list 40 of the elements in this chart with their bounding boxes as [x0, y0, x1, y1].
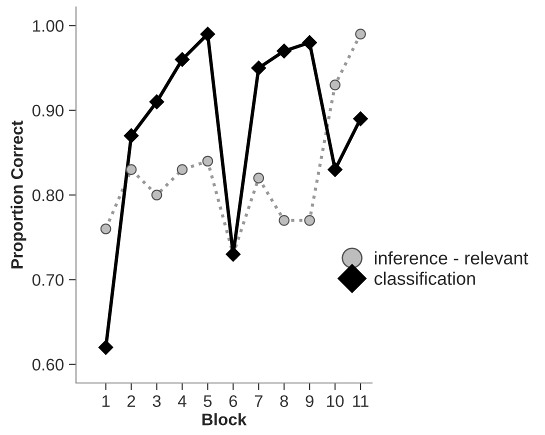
legend-label: inference - relevant	[374, 251, 528, 265]
legend-label: classification	[374, 272, 475, 285]
point	[100, 223, 112, 234]
y-tick-label: 1.00	[33, 20, 64, 32]
x-tick-label: 9	[306, 395, 314, 408]
x-tick-label: 10	[327, 395, 344, 408]
point	[330, 79, 340, 90]
point	[176, 164, 188, 176]
point	[304, 214, 316, 226]
x-tick-label: 4	[178, 395, 186, 407]
point	[151, 190, 162, 200]
point	[302, 35, 318, 50]
x-tick-label: 11	[353, 395, 368, 407]
point	[353, 111, 368, 126]
point	[124, 128, 139, 144]
point	[278, 214, 290, 226]
y-tick-label: 0.90	[32, 104, 64, 117]
point	[174, 52, 190, 67]
point	[202, 156, 214, 167]
x-tick-label: 6	[229, 395, 238, 408]
y-tick-label: 0.60	[32, 358, 64, 371]
point	[328, 162, 342, 178]
point	[149, 94, 164, 110]
point	[253, 172, 264, 184]
y-tick-label: 0.70	[32, 274, 64, 286]
point	[200, 26, 216, 42]
y-tick-label: 0.80	[32, 189, 64, 202]
x-tick-label: 7	[254, 395, 262, 407]
x-tick-label: 2	[127, 395, 136, 407]
point	[276, 44, 292, 58]
y-axis-title: Proportion Correct	[10, 120, 26, 268]
x-tick-label: 8	[280, 395, 288, 408]
point	[98, 340, 114, 355]
x-tick-label: 3	[152, 395, 161, 408]
x-axis-title: Block	[202, 413, 247, 426]
x-tick-label: 1	[102, 395, 110, 407]
point	[355, 28, 366, 40]
x-tick-label: 5	[204, 395, 212, 408]
point	[251, 60, 266, 76]
point	[126, 164, 137, 176]
